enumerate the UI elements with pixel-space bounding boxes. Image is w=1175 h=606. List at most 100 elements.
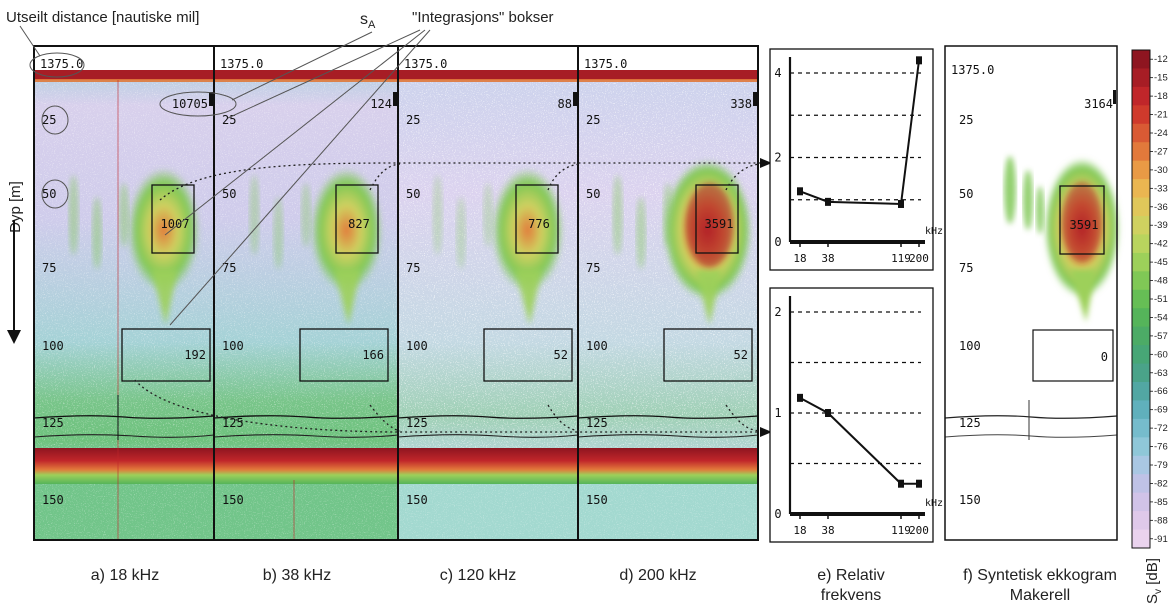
- response-point: [898, 199, 904, 208]
- colorbar-swatch: [1132, 345, 1150, 365]
- depth-tick-label: 125: [222, 416, 244, 430]
- echogram-panel: 1007 192 1375.0 10705 25 50 75 100 125 150: [33, 45, 215, 541]
- colorbar-swatch: [1132, 160, 1150, 180]
- response-point: [825, 409, 831, 417]
- colorbar-tick-label: -85: [1154, 497, 1168, 508]
- colorbar-swatch: [1132, 289, 1150, 309]
- surface-sa-value: 3164: [1084, 97, 1113, 111]
- colorbar-swatch: [1132, 474, 1150, 494]
- colorbar-swatch: [1132, 363, 1150, 383]
- y-tick-label: 0: [774, 507, 781, 521]
- colorbar-swatch: [1132, 252, 1150, 272]
- box-upper-value: 827: [348, 217, 370, 231]
- distance-value: 1375.0: [584, 57, 627, 71]
- depth-tick-label: 50: [959, 187, 973, 201]
- colorbar-swatch: [1132, 437, 1150, 457]
- depth-tick-label: 75: [406, 261, 420, 275]
- colorbar-tick-label: -79: [1154, 460, 1168, 471]
- colorbar-tick-label: -54: [1154, 312, 1168, 323]
- colorbar-tick-label: -33: [1154, 183, 1168, 194]
- surface-sa-value: 338: [730, 97, 752, 111]
- colorbar-tick-label: -27: [1154, 146, 1168, 157]
- integration-box-upper: [695, 184, 739, 254]
- panel-caption: d) 200 kHz: [619, 567, 696, 584]
- integration-box-upper: [335, 184, 379, 254]
- colorbar-tick-label: -88: [1154, 515, 1168, 526]
- response-point: [797, 187, 803, 196]
- integration-box-lower: [483, 328, 573, 382]
- colorbar-tick-label: -39: [1154, 220, 1168, 231]
- depth-ellipse-25: [41, 105, 69, 135]
- depth-tick-label: 75: [586, 261, 600, 275]
- x-tick-label: 18: [793, 524, 806, 537]
- depth-tick-label: 50: [586, 187, 600, 201]
- depth-tick-label: 100: [586, 339, 608, 353]
- colorbar-tick-label: -82: [1154, 478, 1168, 489]
- echogram-panel: 776 52 1375.0 88 25 50 75 100 125 150: [397, 45, 579, 541]
- response-caption-line: frekvens: [821, 587, 881, 604]
- x-tick-label: 38: [821, 252, 834, 265]
- x-tick-label: 200: [909, 252, 929, 265]
- box-upper-value: 3591: [705, 217, 734, 231]
- colorbar-tick-label: -18: [1154, 91, 1168, 102]
- y-tick-label: 2: [774, 151, 781, 165]
- depth-axis: Dyp [m]: [7, 181, 24, 344]
- depth-tick-label: 25: [42, 113, 56, 127]
- integration-box-upper: [1059, 185, 1105, 255]
- colorbar-swatch: [1132, 86, 1150, 106]
- colorbar-swatch: [1132, 50, 1150, 69]
- response-point: [898, 479, 904, 488]
- integration-boxes-annotation: "Integrasjons" bokser: [412, 9, 554, 26]
- colorbar-tick-label: -36: [1154, 202, 1168, 213]
- colorbar-tick-label: -51: [1154, 294, 1168, 305]
- panel-caption: c) 120 kHz: [440, 567, 516, 584]
- colorbar-tick-label: -57: [1154, 331, 1168, 342]
- integration-box-lower: [1032, 329, 1114, 382]
- depth-tick-label: 150: [406, 493, 428, 507]
- depth-tick-label: 75: [959, 261, 973, 275]
- depth-tick-label: 50: [222, 187, 236, 201]
- box-upper-value: 3591: [1070, 218, 1099, 232]
- panel-caption: b) 38 kHz: [263, 567, 331, 584]
- echogram-panels: 1007 192 1375.0 10705 25 50 75 100 125 150 827 166 1…: [33, 45, 759, 541]
- distance-value: 1375.0: [40, 57, 83, 71]
- colorbar-tick-label: -60: [1154, 349, 1168, 360]
- sa-annotation: sA: [360, 11, 376, 31]
- distance-value: 1375.0: [951, 63, 994, 77]
- depth-tick-label: 125: [406, 416, 428, 430]
- colorbar-tick-label: -76: [1154, 442, 1168, 453]
- depth-tick-label: 100: [222, 339, 244, 353]
- surface-sa-value: 88: [558, 97, 572, 111]
- colorbar-tick-label: -30: [1154, 165, 1168, 176]
- colorbar-tick-label: -15: [1154, 73, 1168, 84]
- surface-sa-value: 124: [370, 97, 392, 111]
- depth-tick-label: 150: [222, 493, 244, 507]
- synthetic-caption-line: f) Syntetisk ekkogram: [963, 567, 1117, 584]
- depth-tick-label: 25: [586, 113, 600, 127]
- sv-colorbar: -12 -15 -18 -21 -24 -27 -30 -33 -36 -39 -42 -45 -48 -…: [1131, 49, 1168, 604]
- response-caption-line: e) Relativ: [817, 567, 885, 584]
- sa-ellipse: [159, 91, 237, 117]
- response-point: [825, 197, 831, 206]
- colorbar-tick-label: -91: [1154, 534, 1168, 545]
- distance-ellipse: [29, 52, 85, 78]
- colorbar-swatch: [1132, 271, 1150, 291]
- y-tick-label: 1: [774, 406, 781, 420]
- depth-tick-label: 50: [406, 187, 420, 201]
- box-lower-value: 52: [734, 348, 748, 362]
- colorbar-tick-label: -63: [1154, 368, 1168, 379]
- echogram-panel: 3591 52 1375.0 338 25 50 75 100 125 150: [577, 45, 759, 541]
- box-lower-value: 166: [362, 348, 384, 362]
- depth-tick-label: 75: [42, 261, 56, 275]
- integration-box-lower: [121, 328, 211, 382]
- depth-tick-label: 125: [959, 416, 981, 430]
- response-point: [916, 479, 922, 488]
- synthetic-echogram: 3591 0 1375.0 3164 25 50 75 100 125 150: [944, 45, 1120, 541]
- integration-box-upper: [151, 184, 195, 254]
- response-line: [799, 60, 920, 206]
- colorbar-tick-label: -12: [1154, 54, 1168, 65]
- depth-ellipse-50: [41, 179, 69, 209]
- depth-tick-label: 150: [959, 493, 981, 507]
- box-lower-value: 52: [554, 348, 568, 362]
